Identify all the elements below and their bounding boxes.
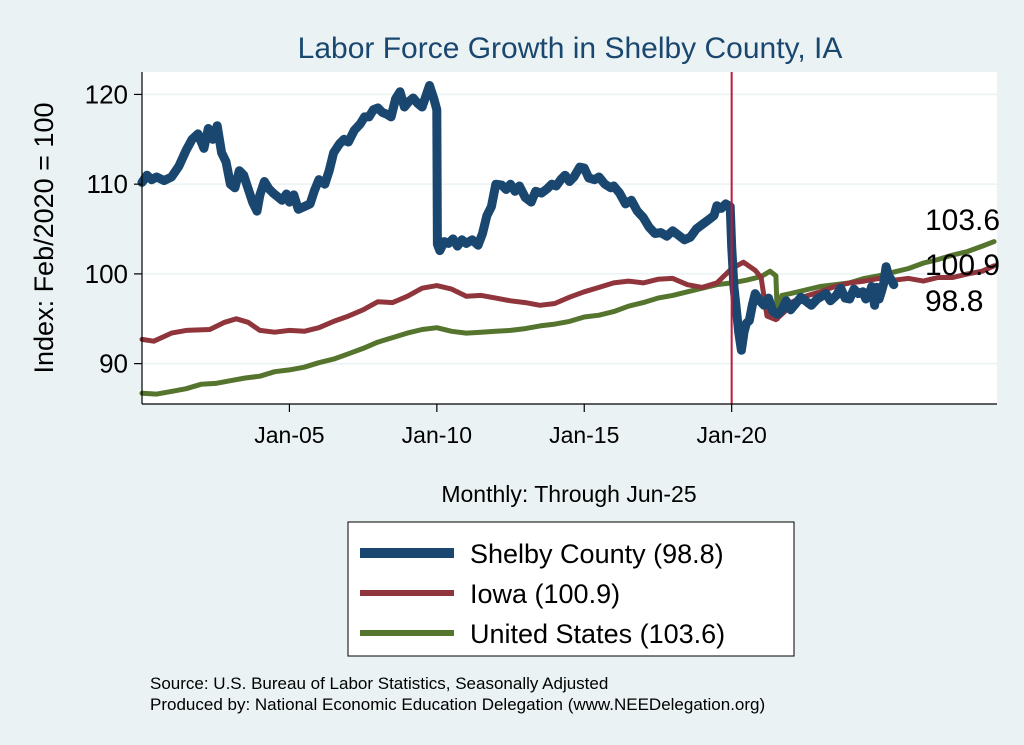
y-tick-label: 90 — [99, 349, 128, 379]
legend-label: Shelby County (98.8) — [470, 539, 724, 569]
end-label: 103.6 — [925, 204, 1000, 237]
y-tick-label: 110 — [87, 169, 128, 199]
x-tick-label: Jan-15 — [549, 422, 619, 448]
y-axis-label: Index: Feb/2020 = 100 — [29, 103, 59, 374]
legend-label: Iowa (100.9) — [470, 579, 620, 609]
y-tick-label: 120 — [85, 79, 128, 109]
legend-label: United States (103.6) — [470, 619, 725, 649]
end-labels: 103.6 100.998.8 — [925, 204, 1000, 318]
series-layer — [137, 81, 997, 397]
y-tick-label: 100 — [85, 259, 128, 289]
source-note: Source: U.S. Bureau of Labor Statistics,… — [150, 674, 608, 693]
series-line-shelby-county — [137, 81, 899, 355]
x-tick-label: Jan-05 — [254, 422, 324, 448]
series-line-iowa — [139, 259, 997, 344]
x-tick-label: Jan-10 — [402, 422, 472, 448]
end-label: 98.8 — [925, 285, 983, 318]
x-tick-label: Jan-20 — [696, 422, 766, 448]
plot-area — [142, 72, 997, 404]
producer-note: Produced by: National Economic Education… — [150, 695, 765, 714]
axes: 90 100 110 120 Jan-05 Jan-10 Jan-15 Jan-20 — [85, 72, 997, 448]
end-label: 100.9 — [925, 249, 1000, 282]
legend: Shelby County (98.8) Iowa (100.9) United S… — [347, 521, 795, 657]
x-axis-label: Monthly: Through Jun-25 — [441, 481, 696, 507]
chart-title: Labor Force Growth in Shelby County, IA — [298, 32, 843, 65]
